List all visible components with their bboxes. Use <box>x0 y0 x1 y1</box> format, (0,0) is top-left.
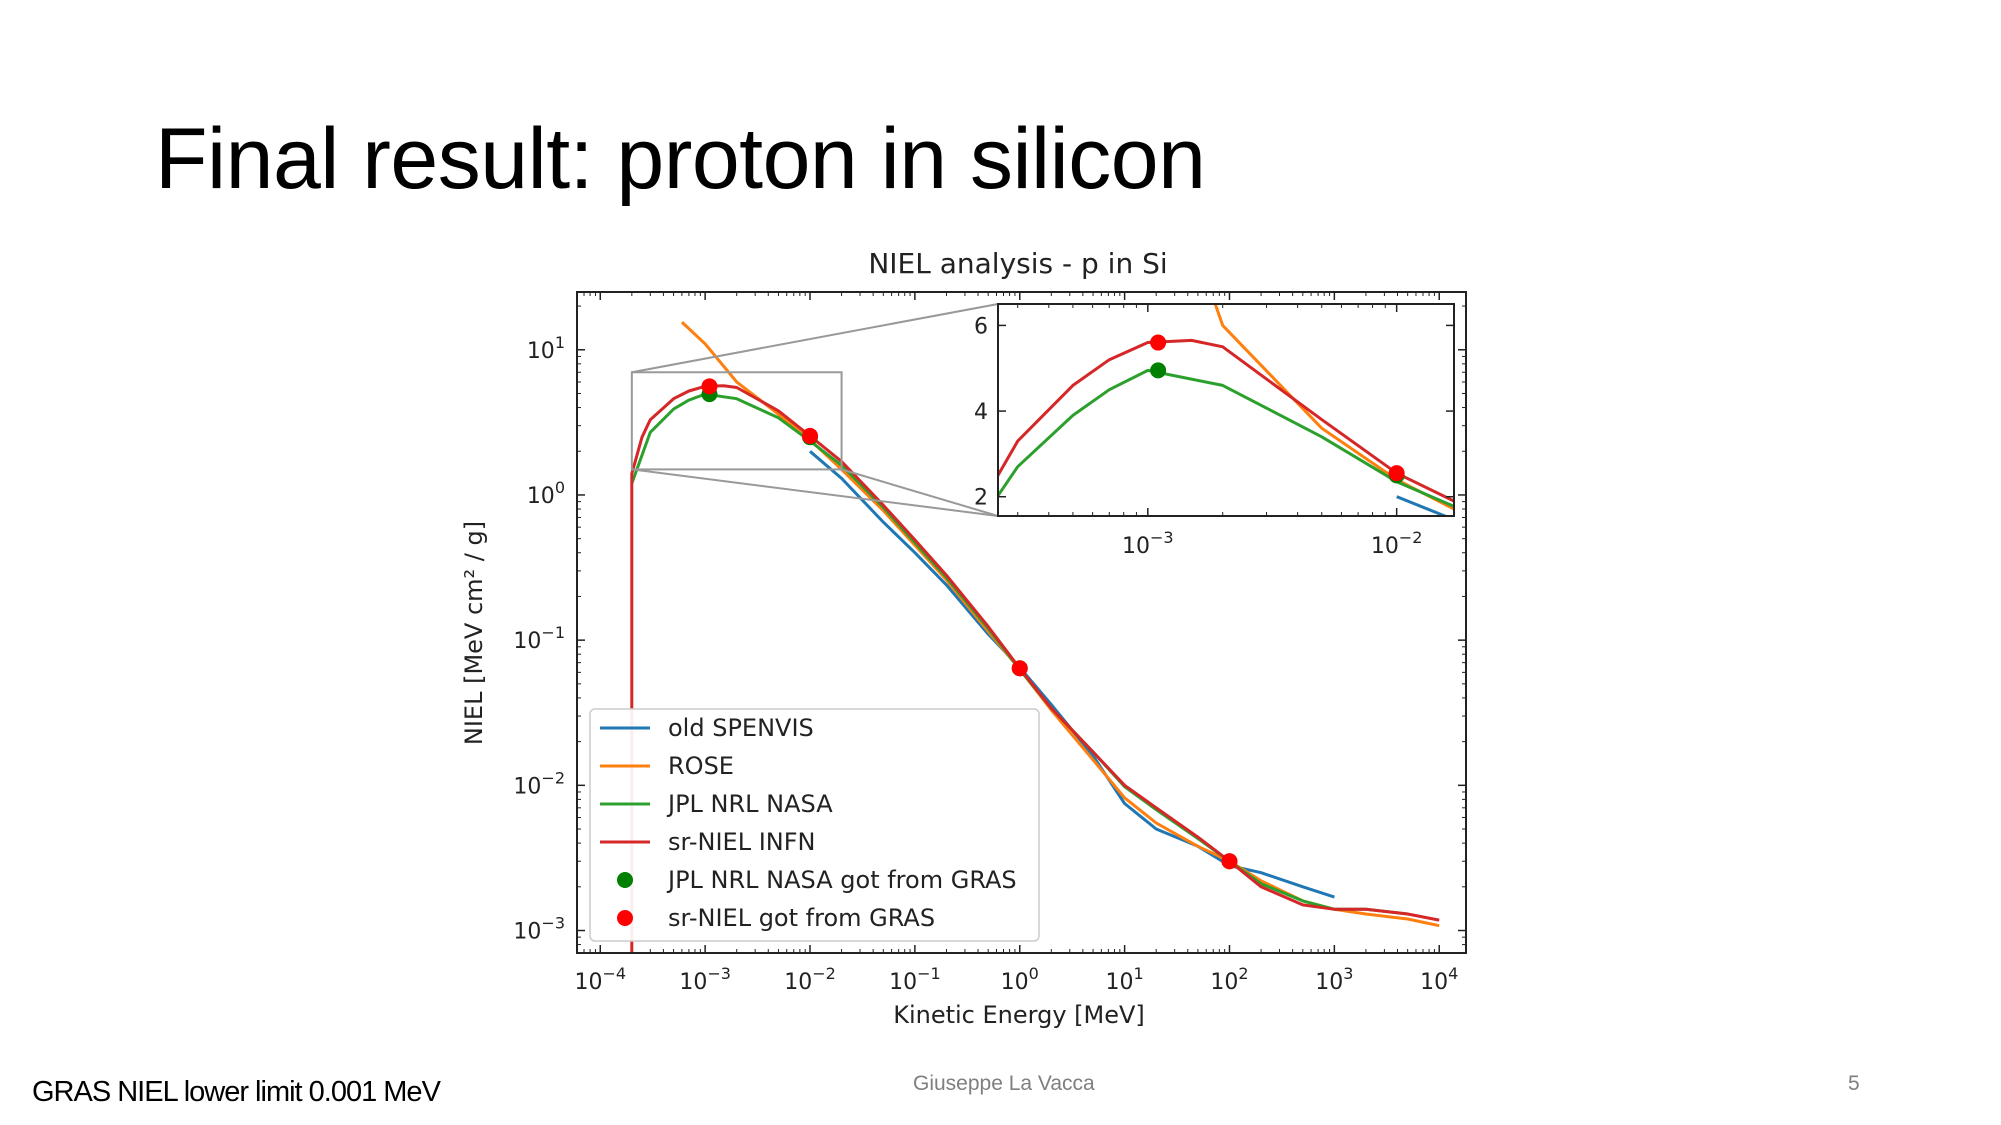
y-axis-label: NIEL [MeV cm² / g] <box>460 521 488 745</box>
inset-series-line <box>1213 304 1454 511</box>
footer-author: Giuseppe La Vacca <box>913 1072 1095 1095</box>
inset-y-tick-label: 2 <box>974 486 988 511</box>
legend-label: JPL NRL NASA <box>666 790 833 818</box>
series-line <box>630 384 1440 953</box>
inset-data-point <box>1886 572 1902 588</box>
x-tick-label: 10−3 <box>679 964 731 995</box>
legend-marker-swatch <box>617 872 633 888</box>
inset-background <box>998 304 1454 516</box>
data-point <box>1011 660 1028 677</box>
inset-series-line <box>1396 495 1449 516</box>
zoom-connector <box>841 468 999 517</box>
legend-label: sr-NIEL got from GRAS <box>668 904 935 932</box>
page-number: 5 <box>1848 1072 1860 1095</box>
zoom-region-box <box>630 371 843 471</box>
data-point <box>701 378 718 395</box>
chart-title: NIEL analysis - p in Si <box>868 247 1167 280</box>
x-tick-label: 10−4 <box>574 964 626 995</box>
x-tick-label: 10−2 <box>784 964 836 995</box>
slide-title: Final result: proton in silicon <box>155 111 1206 207</box>
y-tick-label: 101 <box>527 333 565 364</box>
x-axis-label: Kinetic Energy [MeV] <box>893 1001 1145 1029</box>
inset-data-point <box>1388 465 1405 482</box>
inset-y-tick-label: 6 <box>974 314 988 339</box>
major-ticks <box>577 292 1466 953</box>
inset-series-line <box>998 368 1454 508</box>
zoom-connector <box>631 468 999 517</box>
x-tick-label: 102 <box>1210 964 1248 995</box>
y-tick-label: 10−2 <box>513 768 565 799</box>
x-tick-label: 104 <box>1420 964 1458 995</box>
zoom-connector <box>631 303 999 374</box>
main-plot-area: 10−4 10−3 10−2 10−1 100 101 102 103 104 10−3 10−2 1… <box>513 291 1467 995</box>
inset-series-line <box>998 338 1454 503</box>
inset-plot-area: 10−3 10−2 2 4 6 <box>974 303 1902 588</box>
x-tick-label: 101 <box>1106 964 1144 995</box>
legend-marker-swatch <box>617 910 633 926</box>
series-group <box>630 321 1440 953</box>
legend-label: sr-NIEL INFN <box>668 828 815 856</box>
data-point <box>1221 853 1238 870</box>
y-tick-label: 100 <box>527 478 565 509</box>
x-tick-label: 103 <box>1315 964 1353 995</box>
inset-series-group <box>998 304 1902 588</box>
x-tick-label: 100 <box>1001 964 1039 995</box>
legend-box <box>589 708 1040 942</box>
y-tick-label: 10−3 <box>513 914 565 945</box>
inset-data-point <box>1150 362 1167 379</box>
inset-x-tick-label: 10−2 <box>1371 528 1423 559</box>
legend-label: JPL NRL NASA got from GRAS <box>666 866 1017 894</box>
legend-label: ROSE <box>668 752 734 780</box>
data-point <box>802 427 819 444</box>
y-tick-label: 10−1 <box>513 623 565 654</box>
inset-y-tick-label: 4 <box>974 400 988 425</box>
plot-frame <box>576 291 1467 954</box>
inset-x-tick-label: 10−3 <box>1122 528 1174 559</box>
inset-data-point <box>1150 334 1167 351</box>
legend-label: old SPENVIS <box>668 714 814 742</box>
x-tick-label: 10−1 <box>889 964 941 995</box>
footer-note: GRAS NIEL lower limit 0.001 MeV <box>32 1076 441 1108</box>
legend: old SPENVIS ROSE JPL NRL NASA sr-NIEL INFN J… <box>589 708 1040 942</box>
inset-data-point <box>1886 572 1902 588</box>
inset-frame <box>997 303 1455 517</box>
